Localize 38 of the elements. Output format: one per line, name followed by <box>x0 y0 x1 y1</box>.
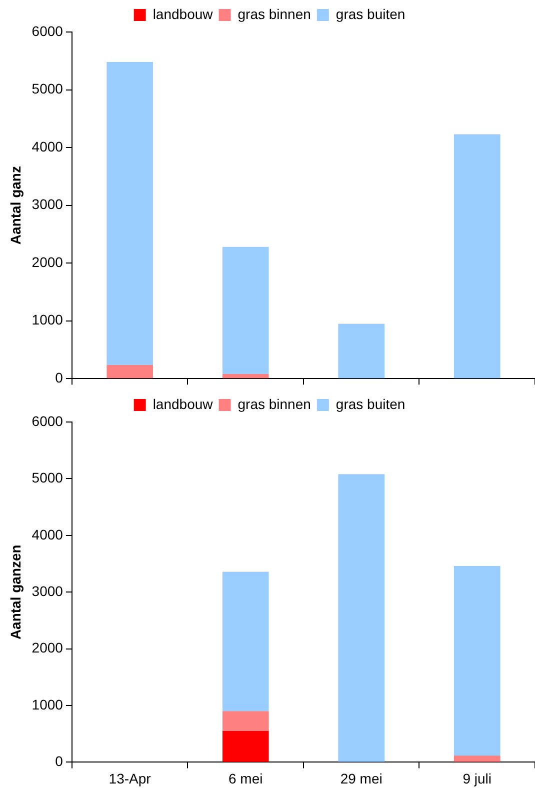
bar <box>454 566 500 756</box>
bar <box>222 374 269 378</box>
x-tick-label: 9 juli <box>462 770 492 786</box>
y-tick-label: 5000 <box>32 80 64 97</box>
y-tick-label: 6000 <box>32 22 64 39</box>
legend-label: gras binnen <box>238 396 311 412</box>
y-tick-label: 4000 <box>32 526 64 542</box>
y-tick-label: 0 <box>55 753 64 770</box>
legend-label: gras buiten <box>336 6 406 22</box>
legend-label: gras buiten <box>336 396 406 412</box>
y-tick-label: 3000 <box>32 582 64 599</box>
bar <box>222 731 269 762</box>
x-tick-label: 13-Apr <box>108 770 152 786</box>
y-axis-title: Aantal ganz <box>7 166 24 245</box>
y-tick-label: 2000 <box>32 254 64 270</box>
bar <box>454 755 500 762</box>
y-axis-title: Aantal ganzen <box>7 544 24 640</box>
y-tick-label: 1000 <box>32 312 64 328</box>
bar <box>222 572 269 712</box>
bar <box>338 324 385 378</box>
bar <box>222 711 269 732</box>
bar <box>106 62 153 365</box>
bar <box>338 474 385 762</box>
y-tick-label: 6000 <box>32 412 64 429</box>
y-tick-label: 0 <box>55 369 64 386</box>
y-tick-label: 4000 <box>32 138 64 154</box>
bar <box>106 364 153 378</box>
y-tick-label: 1000 <box>32 696 64 712</box>
y-tick-label: 5000 <box>32 470 64 486</box>
y-tick-label: 2000 <box>32 640 64 656</box>
x-tick-label: 6 mei <box>228 770 263 786</box>
legend-label: landbouw <box>152 396 214 412</box>
bar <box>454 134 500 378</box>
legend-label: landbouw <box>152 6 214 22</box>
bar <box>222 246 269 374</box>
legend-label: gras binnen <box>238 6 311 22</box>
y-tick-label: 3000 <box>32 196 64 212</box>
x-tick-label: 29 mei <box>340 770 382 786</box>
